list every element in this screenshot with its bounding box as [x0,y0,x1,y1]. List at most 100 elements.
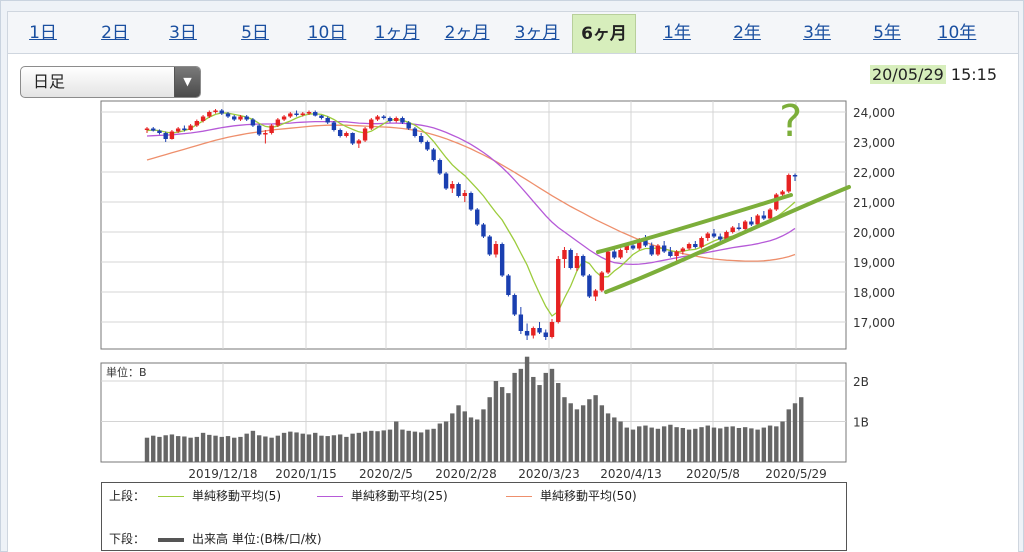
candle-body [144,128,150,130]
volume-bar [786,409,791,462]
tab-11[interactable]: 2年 [733,23,761,43]
volume-bar [344,436,349,462]
volume-bar [605,413,611,462]
tab-2[interactable]: 2日 [101,23,129,43]
candle-body [593,290,598,297]
candle-body [774,194,779,210]
volume-bar [686,429,692,462]
price-tick-label: 24,000 [853,106,895,120]
candle-body [356,140,362,144]
volume-bar [194,436,200,462]
candle-body [718,236,723,240]
candle-body [618,250,623,258]
volume-bar [524,356,530,462]
volume-bar [661,426,667,462]
candle-body [319,115,324,118]
candle-body [705,233,710,238]
candle-body [649,245,654,255]
candle-body [443,173,449,189]
volume-bar [774,426,779,462]
candle-body [580,256,586,276]
volume-bar [580,405,586,462]
candle-body [281,116,287,120]
tab-1[interactable]: 1日 [29,23,57,43]
tab-10[interactable]: 1年 [663,23,691,43]
volume-bar [450,413,455,462]
candle-body [337,130,343,136]
volume-bar [325,436,330,462]
volume-bar [499,387,505,462]
candle-body [350,133,355,144]
candle-body [394,118,399,121]
chart-legend: 上段： 単純移動平均(5) 単純移動平均(25) 単純移動平均(50) 下段： … [101,482,847,551]
candle-body [213,110,218,112]
tab-8[interactable]: 3ヶ月 [514,23,560,43]
candle-body [562,250,567,259]
volume-tick-label: 2B [853,375,869,389]
candle-body [506,275,511,295]
volume-bar [169,434,175,462]
volume-bar [387,429,393,462]
x-tick-label: 2020/1/15 [275,467,337,481]
volume-bar [468,417,474,462]
tab-5[interactable]: 10日 [307,23,347,43]
tab-4[interactable]: 5日 [241,23,269,43]
candle-body [462,193,467,196]
volume-bar [244,433,249,462]
tab-9[interactable]: 6ヶ月 [572,14,636,54]
legend-swatch-ma25 [317,496,343,497]
candle-body [699,238,704,247]
candle-body [387,118,393,121]
volume-bar [643,425,648,462]
volume-bar [475,419,480,462]
candle-body [344,133,349,136]
tab-6[interactable]: 1ヶ月 [374,23,420,43]
legend-item-ma50-label: 単純移動平均(50) [540,489,637,503]
volume-bar [531,376,536,462]
candle-body [605,251,611,273]
candle-body [175,128,181,132]
candle-body [643,239,648,246]
volume-bar [537,385,542,462]
volume-bar [381,430,386,462]
volume-bar [443,421,449,462]
candle-body [668,251,673,256]
volume-bar [182,436,187,462]
candle-body [362,128,368,141]
chart-type-select[interactable]: 日足 ▼ [20,66,201,98]
volume-bar [362,431,368,462]
volume-bar [730,426,735,462]
volume-bar [256,435,262,462]
candle-body [556,259,561,322]
tab-3[interactable]: 3日 [169,23,197,43]
candle-body [200,116,206,121]
candle-body [780,191,785,195]
legend-item-ma50: 単純移動平均(50) [506,487,637,504]
candle-body [661,245,667,252]
volume-bar [369,430,374,462]
volume-bar [792,403,798,462]
x-tick-label: 2020/2/28 [435,467,497,481]
price-tick-label: 17,000 [853,316,895,330]
tab-7[interactable]: 2ヶ月 [444,23,490,43]
volume-bar [780,421,785,462]
candle-body [680,248,686,252]
candle-body [749,221,754,225]
legend-lower-label: 下段： [109,532,146,546]
chart-type-select-value: 日足 [33,72,66,91]
x-tick-label: 2020/3/23 [518,467,580,481]
chevron-down-icon[interactable]: ▼ [174,67,200,97]
volume-bar [144,437,150,462]
candle-body [437,160,443,174]
candle-body [225,113,231,117]
volume-bar [549,368,555,462]
candle-body [543,332,548,337]
volume-bar [219,436,224,462]
volume-bar [269,437,274,462]
tab-12[interactable]: 3年 [803,23,831,43]
candle-body [300,113,305,115]
tab-14[interactable]: 10年 [937,23,977,43]
legend-swatch-ma5 [158,496,184,497]
price-panel-frame [100,100,847,350]
tab-13[interactable]: 5年 [873,23,901,43]
